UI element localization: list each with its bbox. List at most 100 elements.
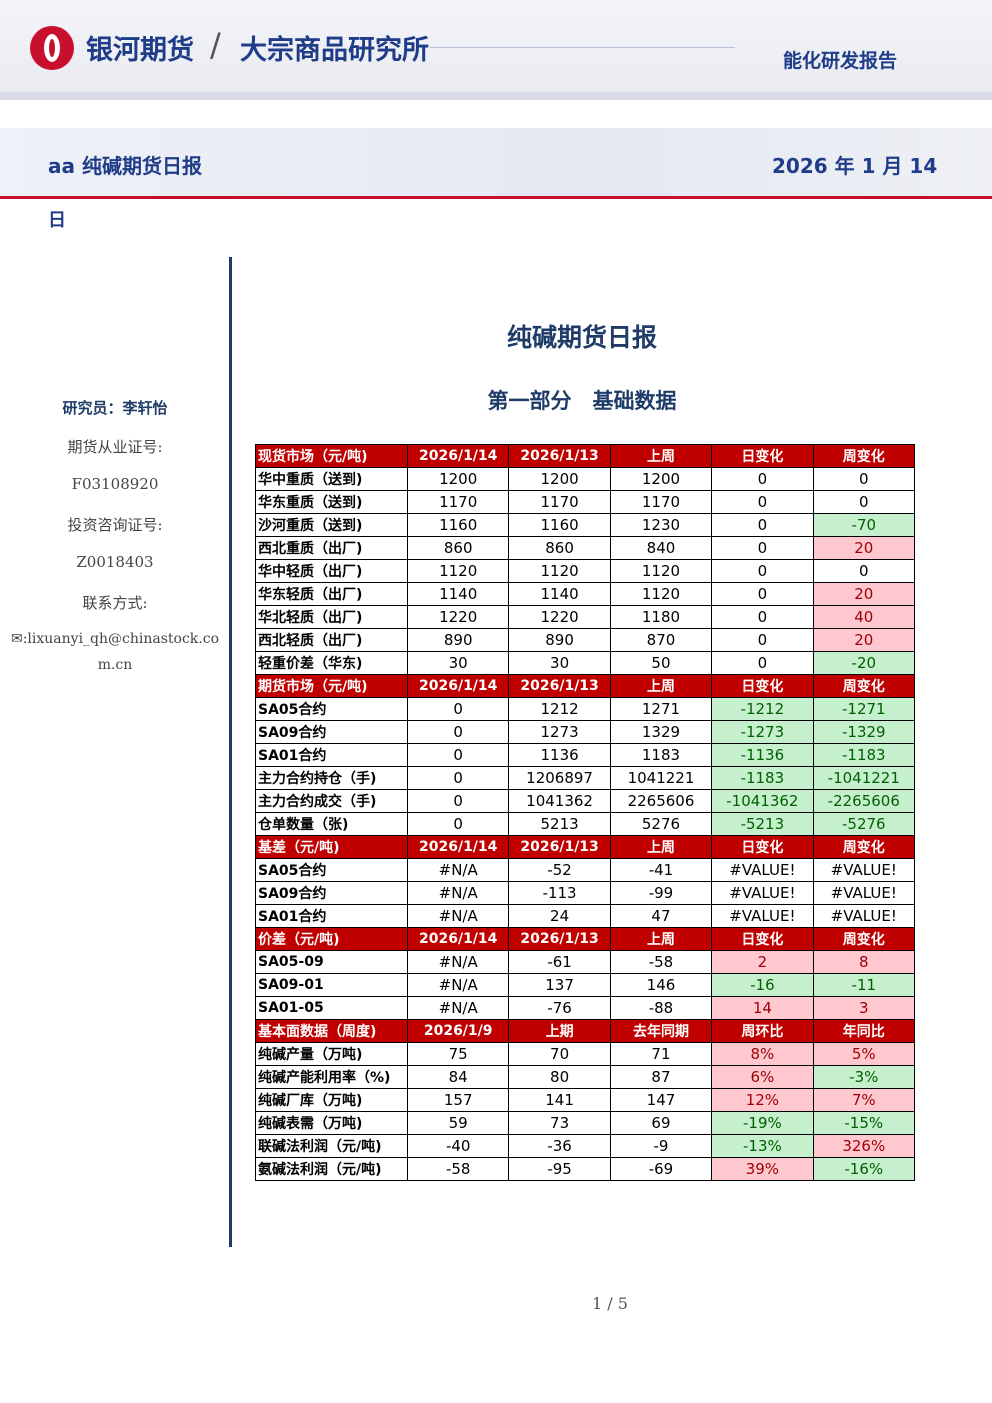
- cell: -113: [508, 881, 611, 905]
- cell: -70: [812, 513, 916, 537]
- header-cell: 2026/1/13: [508, 835, 611, 859]
- row-label: 纯碱产能利用率（%): [255, 1065, 408, 1089]
- header-cell: 日变化: [711, 674, 814, 698]
- email-text: :lixuanyi_qh@chinastock.co: [22, 631, 220, 647]
- cell: 860: [406, 536, 510, 560]
- cell: 1170: [406, 490, 510, 514]
- header-cell: 2026/1/14: [406, 444, 510, 468]
- cell: 146: [609, 973, 713, 997]
- header-cell: 基差（元/吨): [255, 835, 408, 859]
- cell: 1220: [508, 605, 611, 629]
- header-cell: 日变化: [711, 927, 814, 951]
- divider: /: [210, 26, 221, 64]
- cell: 5276: [609, 812, 713, 836]
- cell: 1200: [609, 467, 713, 491]
- row-label: SA05合约: [255, 858, 408, 882]
- data-row: SA05-09 #N/A -61 -58 2 8: [255, 950, 916, 974]
- row-label: 主力合约成交（手): [255, 789, 408, 813]
- cell: 0: [711, 559, 814, 583]
- row-label: 西北轻质（出厂): [255, 628, 408, 652]
- cell: -52: [508, 858, 611, 882]
- data-row: 主力合约持仓（手) 0 1206897 1041221 -1183 -1041221: [255, 766, 916, 790]
- cell: #VALUE!: [711, 904, 814, 928]
- header-cell: 2026/1/14: [406, 835, 510, 859]
- header-cell: 2026/1/13: [508, 927, 611, 951]
- cell: 2: [711, 950, 814, 974]
- cell: 1206897: [508, 766, 611, 790]
- cell: 1200: [406, 467, 510, 491]
- header-cell: 价差（元/吨): [255, 927, 408, 951]
- cell: 7%: [812, 1088, 916, 1112]
- cell: 0: [406, 766, 510, 790]
- header-cell: 去年同期: [609, 1019, 713, 1043]
- cell: -41: [609, 858, 713, 882]
- cell: #VALUE!: [812, 858, 916, 882]
- cell: -5213: [711, 812, 814, 836]
- data-row: 华中轻质（出厂) 1120 1120 1120 0 0: [255, 559, 916, 583]
- cell: -20: [812, 651, 916, 675]
- cell: 8: [812, 950, 916, 974]
- cell: -1183: [812, 743, 916, 767]
- cell: 2265606: [609, 789, 713, 813]
- data-row: 纯碱产量（万吨) 75 70 71 8% 5%: [255, 1042, 916, 1066]
- cell: 3: [812, 996, 916, 1020]
- data-row: SA09-01 #N/A 137 146 -16 -11: [255, 973, 916, 997]
- data-row: SA05合约 0 1212 1271 -1212 -1271: [255, 697, 916, 721]
- cell: 1140: [508, 582, 611, 606]
- cell: 71: [609, 1042, 713, 1066]
- row-label: 华北轻质（出厂): [255, 605, 408, 629]
- cell: -1041221: [812, 766, 916, 790]
- header-cell: 上周: [609, 674, 713, 698]
- cell: 137: [508, 973, 611, 997]
- cell: 890: [406, 628, 510, 652]
- header-cell: 2026/1/13: [508, 444, 611, 468]
- header-cell: 上期: [508, 1019, 611, 1043]
- banner-date: 2026 年 1 月 14: [772, 154, 938, 178]
- header-cell: 2026/1/13: [508, 674, 611, 698]
- cell: 1120: [609, 559, 713, 583]
- data-row: 西北重质（出厂) 860 860 840 0 20: [255, 536, 916, 560]
- cell: #VALUE!: [812, 904, 916, 928]
- header-cell: 期货市场（元/吨): [255, 674, 408, 698]
- cell: 1170: [508, 490, 611, 514]
- data-row: 西北轻质（出厂) 890 890 870 0 20: [255, 628, 916, 652]
- cell: 840: [609, 536, 713, 560]
- cell: -13%: [711, 1134, 814, 1158]
- header-cell: 2026/1/14: [406, 927, 510, 951]
- data-row: 华东轻质（出厂) 1140 1140 1120 0 20: [255, 582, 916, 606]
- cell: 1183: [609, 743, 713, 767]
- header-cell: 周变化: [812, 674, 916, 698]
- data-row: 轻重价差（华东) 30 30 50 0 -20: [255, 651, 916, 675]
- row-label: 纯碱表需（万吨): [255, 1111, 408, 1135]
- cell: 0: [711, 628, 814, 652]
- cell: 1230: [609, 513, 713, 537]
- cell: 12%: [711, 1088, 814, 1112]
- cell: 87: [609, 1065, 713, 1089]
- contact-label: 联系方式:: [82, 594, 148, 612]
- cell: 0: [711, 467, 814, 491]
- cell: -3%: [812, 1065, 916, 1089]
- cell: -19%: [711, 1111, 814, 1135]
- section-header: 期货市场（元/吨) 2026/1/14 2026/1/13 上周 日变化 周变化: [255, 674, 916, 698]
- data-row: 纯碱表需（万吨) 59 73 69 -19% -15%: [255, 1111, 916, 1135]
- cell: 1120: [508, 559, 611, 583]
- cell: 890: [508, 628, 611, 652]
- institute: 大宗商品研究所: [240, 35, 429, 66]
- cell: 5213: [508, 812, 611, 836]
- header-cell: 日变化: [711, 835, 814, 859]
- header-cell: 年同比: [812, 1019, 916, 1043]
- data-row: 仓单数量（张) 0 5213 5276 -5213 -5276: [255, 812, 916, 836]
- cell: 1140: [406, 582, 510, 606]
- cell: 1041221: [609, 766, 713, 790]
- data-row: 华东重质（送到) 1170 1170 1170 0 0: [255, 490, 916, 514]
- cell: 30: [406, 651, 510, 675]
- section-header: 价差（元/吨) 2026/1/14 2026/1/13 上周 日变化 周变化: [255, 927, 916, 951]
- row-label: 西北重质（出厂): [255, 536, 408, 560]
- data-row: 纯碱产能利用率（%) 84 80 87 6% -3%: [255, 1065, 916, 1089]
- data-row: SA01合约 #N/A 24 47 #VALUE! #VALUE!: [255, 904, 916, 928]
- header-cell: 现货市场（元/吨): [255, 444, 408, 468]
- cell: 0: [711, 582, 814, 606]
- cell: -36: [508, 1134, 611, 1158]
- cell: 69: [609, 1111, 713, 1135]
